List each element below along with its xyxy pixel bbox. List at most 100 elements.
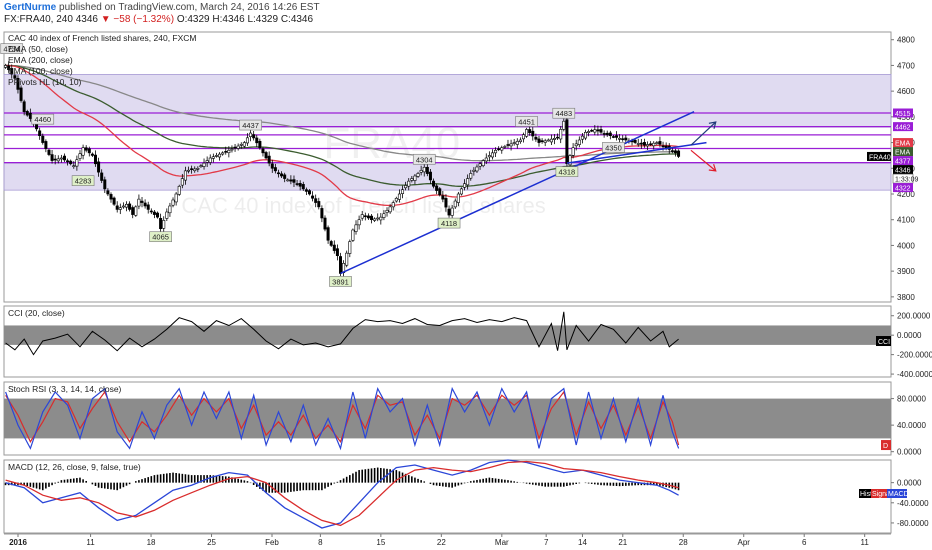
candle-body — [227, 149, 231, 154]
cci-axis-label: 200.0000 — [897, 312, 931, 321]
candle-body — [394, 197, 398, 202]
time-axis-label: 14 — [578, 538, 587, 547]
candle-body — [407, 180, 411, 187]
candle-body — [608, 132, 612, 137]
candle-body — [658, 141, 662, 145]
candle-body — [245, 137, 249, 144]
candle-body — [84, 147, 88, 151]
pivot-label-box — [437, 217, 461, 229]
candle-body — [540, 140, 544, 143]
candle-body — [618, 137, 622, 140]
candle-body — [487, 155, 491, 158]
candle-body — [490, 152, 494, 158]
candle-body — [78, 153, 82, 159]
time-axis-label: 18 — [147, 538, 156, 547]
pivot-label-box — [412, 153, 436, 165]
candle-body — [611, 136, 615, 138]
cci-band — [4, 325, 891, 345]
candle-body — [469, 173, 473, 179]
time-axis-label: Feb — [265, 538, 279, 547]
candle-body — [218, 153, 222, 158]
candle-body — [4, 65, 8, 68]
candle-body — [515, 140, 519, 145]
author-link[interactable]: GertNurme — [4, 2, 57, 13]
price-axis-label: 4600 — [897, 87, 915, 96]
candle-body — [385, 209, 389, 213]
candle-body — [348, 241, 352, 254]
candle-body — [410, 178, 414, 181]
price-tag-label: 4377 — [895, 159, 911, 166]
candle-body — [366, 215, 370, 219]
candle-body — [50, 154, 54, 161]
candle-body — [559, 129, 563, 140]
candle-body — [7, 65, 11, 71]
candle-body — [75, 159, 79, 167]
candle-body — [552, 137, 556, 140]
candle-body — [580, 135, 584, 140]
price-axis-label: 4800 — [897, 36, 915, 45]
symbol-tag-box — [867, 151, 891, 161]
candle-body — [118, 207, 122, 210]
macd-current-box — [887, 489, 907, 498]
candle-body — [590, 129, 594, 132]
candle-body — [323, 217, 327, 230]
candle-body — [456, 193, 460, 203]
candle-body — [677, 150, 681, 157]
stoch-axis-label: 80.0000 — [897, 395, 926, 404]
candle-body — [329, 241, 333, 246]
time-axis-label: Apr — [738, 538, 751, 547]
pivot-label: 4483 — [555, 109, 572, 118]
price-legend-line: EMA (50, close) — [8, 44, 68, 54]
candle-body — [373, 218, 377, 221]
time-axis-label: 11 — [86, 538, 95, 547]
time-axis-label: 2016 — [9, 538, 27, 547]
candle-body — [93, 154, 97, 165]
stoch-current-box — [881, 440, 891, 451]
candle-body — [56, 158, 60, 162]
time-axis-label: 22 — [437, 538, 446, 547]
candle-body — [214, 155, 218, 157]
candle-body — [47, 149, 51, 155]
candle-body — [311, 195, 315, 199]
stoch-current-label: D — [883, 443, 888, 450]
candle-body — [137, 198, 141, 207]
candle-body — [314, 198, 318, 203]
time-axis-label: 11 — [861, 538, 870, 547]
candle-body — [354, 224, 358, 232]
candle-body — [633, 139, 637, 143]
candle-body — [466, 178, 470, 186]
candle-body — [270, 163, 274, 169]
time-axis-label: 21 — [618, 538, 627, 547]
trendline-1 — [566, 141, 707, 164]
candle-body — [146, 204, 150, 210]
stoch-title: Stoch RSI (3, 3, 14, 14, close) — [8, 384, 122, 394]
candle-body — [357, 219, 361, 226]
candle-body — [450, 207, 454, 216]
price-tag-box — [893, 147, 913, 157]
candle-body — [565, 119, 569, 164]
candle-body — [621, 138, 625, 140]
candle-body — [149, 210, 153, 213]
price-tag-box — [893, 183, 913, 193]
price-tag-box — [893, 156, 913, 166]
macd-current-label: Hist — [860, 491, 872, 498]
price-axis-label: 4200 — [897, 190, 915, 199]
ohlc-low: L:4329 — [247, 14, 279, 25]
candle-body — [339, 256, 343, 274]
candle-body — [81, 147, 85, 156]
macd-axis-label: -40.0000 — [897, 499, 929, 508]
candle-body — [202, 162, 206, 167]
candle-body — [453, 200, 457, 208]
pivot-label-box — [0, 43, 24, 54]
candle-body — [370, 215, 374, 221]
candle-body — [447, 208, 451, 216]
time-axis-label: 7 — [544, 538, 549, 547]
candle-body — [379, 216, 383, 221]
last-price: 4346 — [75, 14, 98, 25]
candle-body — [28, 112, 32, 119]
candle-body — [391, 202, 395, 208]
candle-body — [388, 206, 392, 213]
candle-body — [221, 152, 225, 155]
pivot-label: 4118 — [441, 219, 457, 228]
